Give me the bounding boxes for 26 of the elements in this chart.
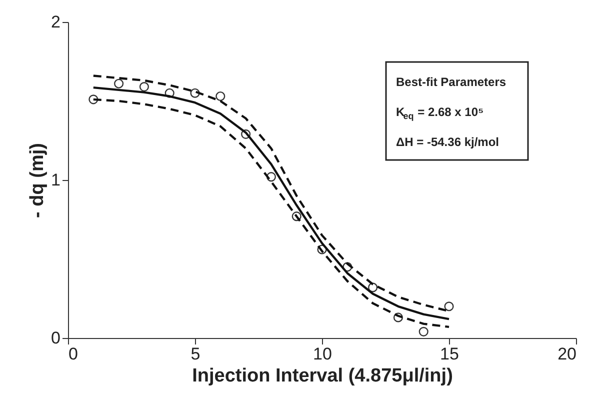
point: [190, 88, 200, 98]
x-axis-title: Injection Interval (4.875μl/inj): [192, 366, 453, 386]
x-tick-label: 10: [313, 344, 332, 364]
x-tick-label: 20: [558, 344, 576, 364]
x-tick-label: 5: [190, 344, 200, 364]
point: [164, 88, 174, 98]
x-tick-label: 15: [440, 344, 459, 364]
y-tick-label: 0: [51, 328, 60, 348]
x-tick-label: 0: [68, 344, 78, 364]
annotation: ΔH = -54.36 kj/mol: [396, 135, 500, 149]
point: [216, 91, 226, 102]
point: [88, 94, 98, 104]
point: [266, 172, 276, 182]
y-tick-label: 1: [51, 170, 60, 190]
y-tick-label: 2: [51, 12, 60, 32]
point: [368, 282, 378, 292]
point: [139, 82, 149, 92]
annotation: Best-fit Parameters: [396, 75, 506, 89]
point: [444, 302, 454, 312]
point: [114, 78, 124, 88]
point: [418, 326, 428, 336]
point: [393, 312, 403, 322]
point: [342, 262, 352, 272]
point: [241, 129, 251, 139]
y-axis-title: - dq (mj): [27, 143, 48, 218]
point: [292, 212, 302, 222]
